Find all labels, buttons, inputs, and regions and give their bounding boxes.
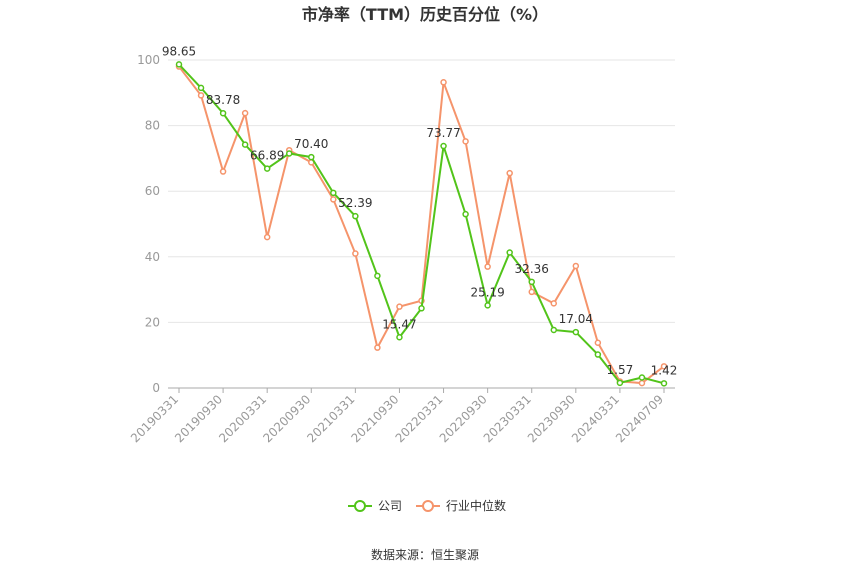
data-label: 25.19 [470, 285, 504, 299]
series-company [175, 61, 668, 387]
data-point [374, 272, 381, 280]
legend-label-company: 公司 [378, 499, 402, 513]
data-point [528, 288, 535, 296]
legend-item-company[interactable]: 公司 [348, 499, 402, 513]
data-labels: 98.65 83.78 66.89 70.40 52.39 15.47 73.77 25.19… [162, 44, 678, 377]
legend-label-industry-median: 行业中位数 [446, 498, 506, 513]
gridlines [168, 59, 675, 323]
data-label: 66.89 [250, 149, 284, 163]
data-label: 32.36 [515, 262, 549, 276]
data-point [219, 109, 227, 117]
data-label: 98.65 [162, 44, 196, 58]
legend-marker-industry-median [422, 500, 434, 512]
legend-item-industry-median[interactable]: 行业中位数 [416, 498, 506, 513]
data-point [594, 351, 602, 358]
data-point [219, 168, 227, 175]
data-label: 1.57 [607, 363, 634, 377]
series-line [178, 65, 665, 385]
data-point [616, 379, 624, 387]
y-tick-label: 0 [152, 381, 160, 395]
data-label: 1.42 [651, 363, 678, 377]
series [175, 61, 668, 387]
data-point [440, 79, 447, 86]
data-point [660, 380, 668, 387]
y-tick-label: 60 [145, 184, 160, 198]
data-point [594, 339, 602, 346]
data-point [175, 61, 183, 68]
data-label: 83.78 [206, 93, 240, 107]
data-point [263, 165, 271, 172]
data-point [484, 263, 491, 270]
data-point [396, 303, 403, 310]
data-point [462, 138, 469, 145]
data-point [660, 363, 668, 370]
data-point [484, 302, 491, 309]
data-point [462, 210, 469, 218]
data-point [550, 326, 558, 334]
data-point [572, 262, 580, 270]
data-point [197, 84, 205, 92]
data-point [638, 379, 646, 387]
data-point [572, 328, 580, 336]
data-point [330, 196, 337, 203]
data-point [396, 334, 403, 341]
x-tick-label: 20240709 [613, 392, 666, 445]
series-industry-median [175, 63, 668, 387]
legend[interactable]: 公司 行业中位数 [348, 498, 506, 513]
data-label: 17.04 [559, 312, 593, 326]
y-tick-label: 40 [145, 250, 160, 264]
data-point [638, 374, 646, 381]
data-point [528, 278, 535, 286]
axes: 0204060801002019033120190930202003312020… [128, 53, 675, 445]
data-point [241, 109, 249, 117]
data-point [308, 153, 315, 161]
data-source: 数据来源：恒生聚源 [371, 547, 479, 562]
data-point [506, 249, 513, 256]
data-label: 52.39 [338, 196, 372, 210]
legend-marker-company [354, 500, 366, 512]
data-point [241, 141, 249, 148]
y-tick-label: 100 [137, 53, 160, 67]
data-point [330, 189, 337, 197]
series-line [178, 63, 665, 385]
data-point [440, 142, 447, 150]
data-point [550, 300, 558, 307]
y-tick-label: 20 [145, 315, 160, 329]
data-label: 70.40 [294, 137, 328, 151]
data-point [374, 344, 381, 351]
data-label: 73.77 [426, 126, 460, 140]
chart-title: 市净率（TTM）历史百分位（%） [302, 5, 548, 24]
data-point [418, 305, 425, 312]
y-tick-label: 80 [145, 119, 160, 133]
data-point [285, 150, 293, 157]
data-label: 15.47 [382, 317, 416, 331]
data-point [197, 92, 205, 99]
data-point [263, 233, 271, 241]
data-point [352, 212, 359, 220]
data-point [352, 250, 359, 257]
data-point [506, 169, 513, 177]
